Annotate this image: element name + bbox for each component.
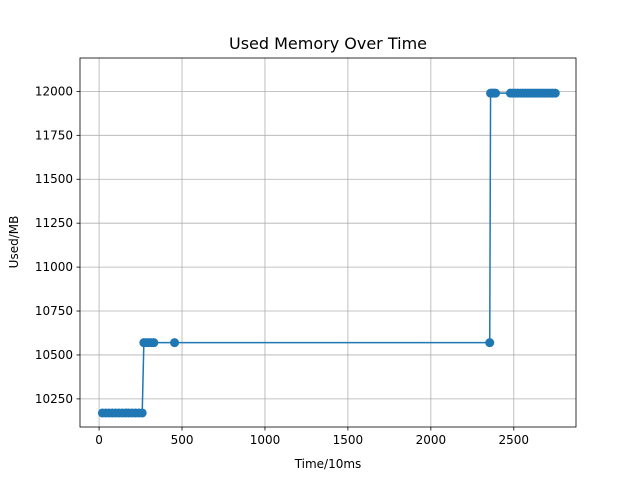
y-tick-label: 11000 [35,260,73,274]
y-tick-label: 10750 [35,304,73,318]
plot-frame [79,57,577,428]
x-tick-label: 2500 [499,433,530,447]
x-tick-label: 1500 [333,433,364,447]
data-point [170,338,180,348]
data-point [485,338,495,348]
data-point [491,88,501,98]
y-tick-label: 12000 [35,84,73,98]
y-tick-label: 11750 [35,128,73,142]
y-axis-label: Used/MB [7,216,21,269]
y-tick-label: 10500 [35,348,73,362]
data-point [137,408,147,418]
x-tick-label: 0 [95,433,103,447]
series-line [102,92,556,414]
x-axis-label: Time/10ms [294,457,362,471]
x-tick-label: 500 [171,433,194,447]
grid [80,58,576,427]
y-tick-label: 11500 [35,172,73,186]
chart-title: Used Memory Over Time [229,34,427,53]
series-used-memory [97,88,560,418]
x-tick-label: 1000 [250,433,281,447]
y-tick-label: 11250 [35,216,73,230]
data-point [550,88,560,98]
axis-ticks: 0 500 1000 1500 2000 2500 10250 10500 10750 11000… [35,84,529,447]
y-tick-label: 10250 [35,392,73,406]
x-tick-label: 2000 [416,433,447,447]
data-point [149,338,159,348]
